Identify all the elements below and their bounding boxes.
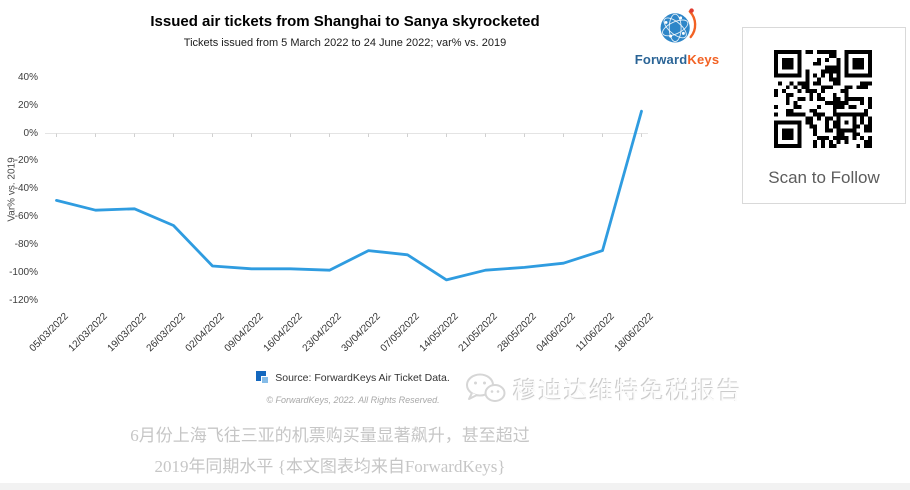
y-axis-label: -100% bbox=[9, 266, 38, 278]
legend-marker-icon bbox=[256, 371, 270, 384]
scan-to-follow-label: Scan to Follow bbox=[768, 168, 880, 187]
y-axis-label: -40% bbox=[14, 183, 38, 195]
forwardkeys-logo: ForwardKeys bbox=[634, 6, 720, 66]
chart-legend: Source: ForwardKeys Air Ticket Data. bbox=[0, 371, 706, 384]
forwardkeys-globe-icon bbox=[660, 8, 697, 43]
forwardkeys-logo-text: ForwardKeys bbox=[634, 53, 720, 66]
logo-text-primary: Forward bbox=[634, 52, 688, 67]
y-axis-label: -20% bbox=[14, 155, 38, 167]
page-bottom-divider bbox=[0, 483, 910, 490]
wechat-icon bbox=[466, 373, 506, 402]
y-axis-label: 20% bbox=[17, 99, 38, 111]
y-axis-label: 0% bbox=[23, 127, 38, 139]
legend-label: Source: ForwardKeys Air Ticket Data. bbox=[275, 371, 450, 384]
y-axis-label: -80% bbox=[14, 239, 38, 251]
caption-line-2: 2019年同期水平 {本文图表均来自ForwardKeys} bbox=[154, 457, 506, 476]
line-chart-plot bbox=[45, 109, 648, 282]
copyright-text: © ForwardKeys, 2022. All Rights Reserved… bbox=[266, 395, 440, 405]
watermark-text: 穆迪达维特免税报告 bbox=[513, 378, 743, 405]
qr-code bbox=[774, 50, 872, 148]
y-axis-label: -60% bbox=[14, 211, 38, 223]
y-axis-label: -120% bbox=[9, 294, 38, 306]
y-axis-label: 40% bbox=[17, 71, 38, 83]
logo-text-secondary: Keys bbox=[687, 52, 720, 67]
chart-title: Issued air tickets from Shanghai to Sany… bbox=[150, 13, 540, 30]
qr-panel: Scan to Follow bbox=[742, 27, 906, 204]
watermark: 穆迪达维特免税报告 bbox=[464, 371, 743, 406]
caption-line-1: 6月份上海飞往三亚的机票购买量显著飙升，甚至超过 bbox=[130, 426, 530, 445]
chart-subtitle: Tickets issued from 5 March 2022 to 24 J… bbox=[183, 37, 507, 49]
